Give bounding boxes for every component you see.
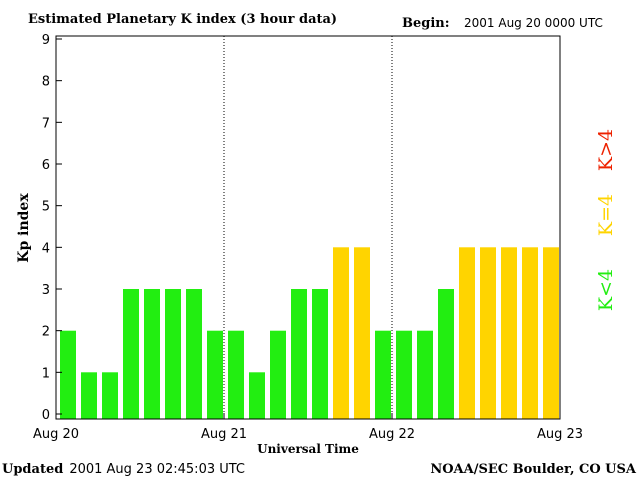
kp-bar	[501, 247, 517, 419]
updated-value: 2001 Aug 23 02:45:03 UTC	[69, 462, 245, 477]
footer-source: NOAA/SEC Boulder, CO USA	[430, 462, 637, 477]
x-tick-label: Aug 22	[369, 427, 415, 442]
kp-bar	[396, 330, 412, 419]
bars-group	[60, 247, 559, 419]
y-tick-label: 3	[42, 283, 50, 298]
kp-bar	[249, 372, 265, 419]
kp-bar	[480, 247, 496, 419]
y-tick-label: 6	[42, 158, 50, 173]
y-axis-label: Kp index	[16, 193, 32, 263]
kp-bar	[60, 330, 76, 419]
kp-bar	[312, 289, 328, 419]
kp-bar	[354, 247, 370, 419]
y-tick-label: 0	[42, 408, 50, 423]
y-axis-ticks: 0 1 2 3 4 5 6 7 8 9	[42, 33, 62, 423]
x-axis-label: Universal Time	[257, 442, 359, 456]
y-tick-label: 1	[42, 366, 50, 381]
plot-frame	[55, 35, 561, 420]
begin-label: Begin:	[402, 16, 450, 31]
kp-bar	[375, 330, 391, 419]
kp-bar	[270, 330, 286, 419]
kp-bar	[144, 289, 160, 419]
legend-item: K=4	[595, 194, 617, 236]
legend-item: K<4	[595, 269, 617, 311]
x-tick-label: Aug 21	[201, 427, 247, 442]
kp-bar	[543, 247, 559, 419]
y-tick-label: 2	[42, 325, 50, 340]
y-tick-label: 5	[42, 200, 50, 215]
y-tick-label: 7	[42, 116, 50, 131]
begin-value: 2001 Aug 20 0000 UTC	[464, 16, 603, 30]
chart-title: Estimated Planetary K index (3 hour data…	[28, 12, 337, 27]
kp-bar	[207, 330, 223, 419]
y-tick-label: 8	[42, 75, 50, 90]
x-tick-label: Aug 23	[537, 427, 583, 442]
day-separators	[223, 36, 393, 419]
kp-bar	[459, 247, 475, 419]
x-tick-label: Aug 20	[33, 427, 79, 442]
updated-label: Updated	[2, 462, 63, 477]
kp-bar	[228, 330, 244, 419]
kp-bar	[165, 289, 181, 419]
legend: K<4 K=4 K>4	[595, 129, 617, 311]
kp-bar	[291, 289, 307, 419]
kp-bar	[102, 372, 118, 419]
kp-bar	[438, 289, 454, 419]
kp-bar	[81, 372, 97, 419]
y-tick-label: 4	[42, 241, 50, 256]
kp-bar	[333, 247, 349, 419]
y-tick-label: 9	[42, 33, 50, 48]
kp-bar	[123, 289, 139, 419]
kp-bar	[417, 330, 433, 419]
legend-item: K>4	[595, 129, 617, 171]
footer-updated: Updated 2001 Aug 23 02:45:03 UTC	[2, 462, 245, 477]
x-axis-ticks: Aug 20 Aug 21 Aug 22 Aug 23	[33, 413, 583, 442]
kp-bar	[186, 289, 202, 419]
kp-bar	[522, 247, 538, 419]
